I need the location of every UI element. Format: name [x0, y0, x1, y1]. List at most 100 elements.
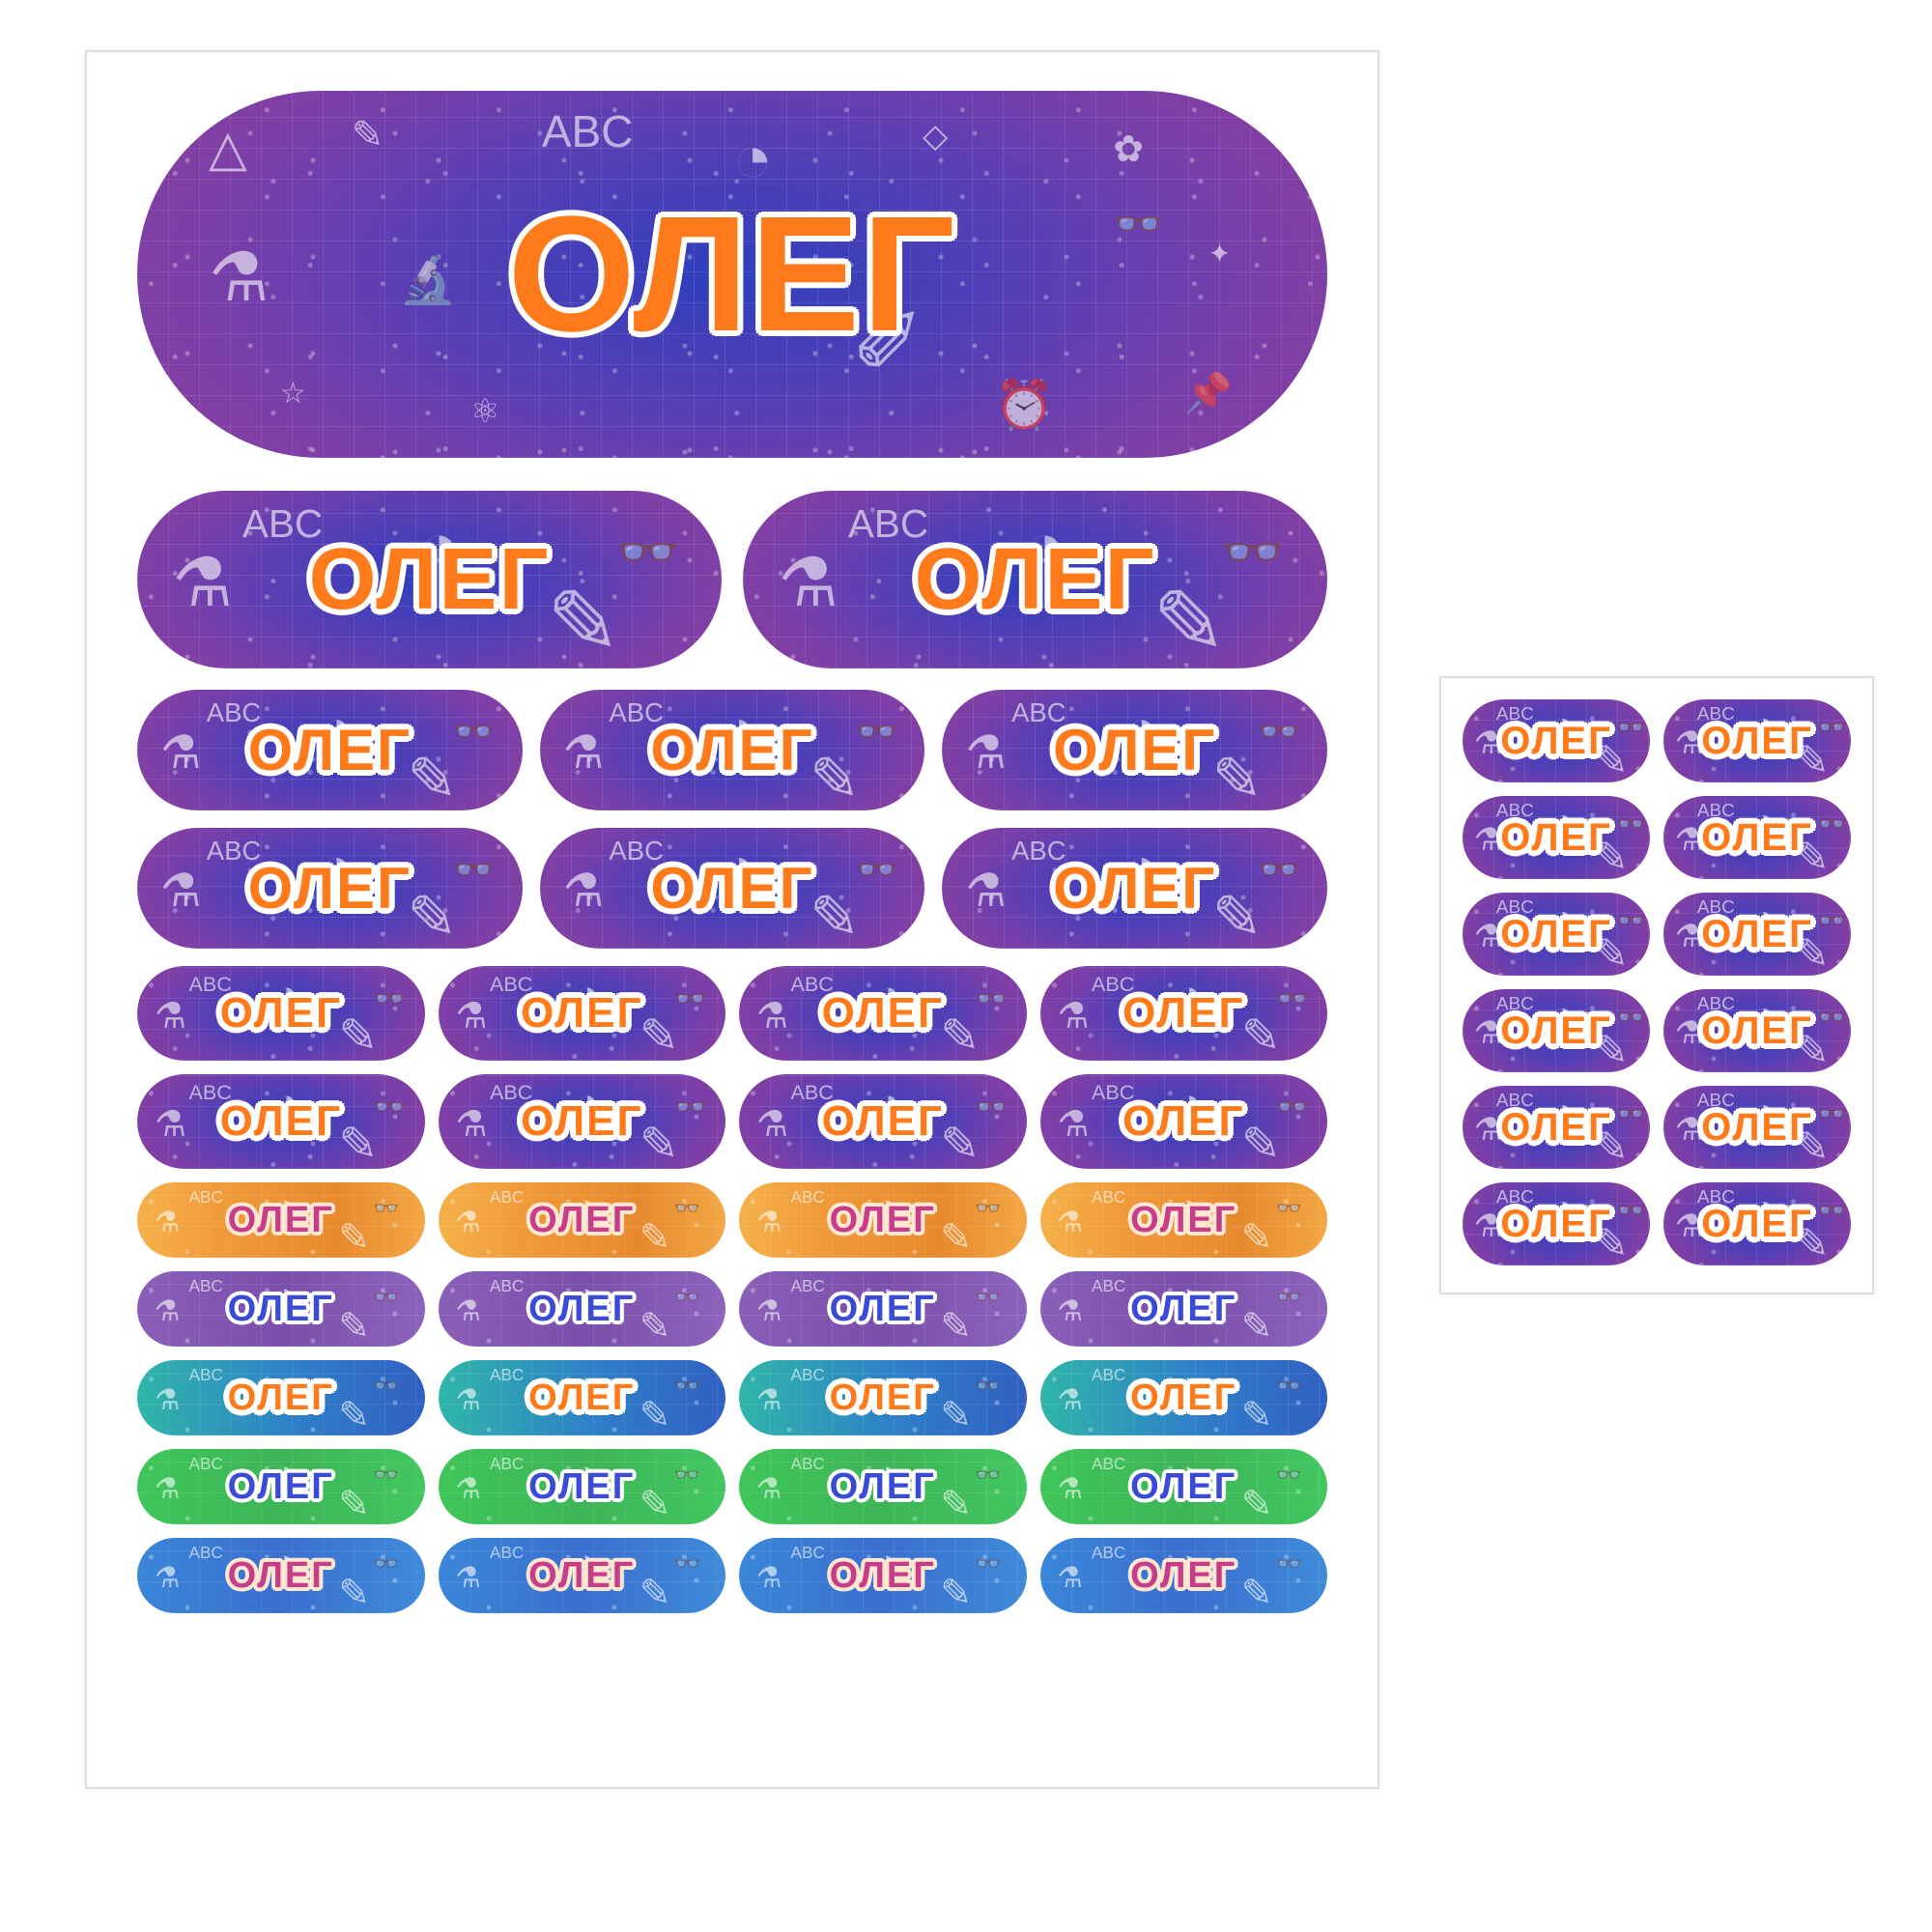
label-text: ОЛЕГ: [650, 855, 813, 922]
label-text: ОЛЕГ: [528, 1466, 635, 1508]
label-text: ОЛЕГ: [528, 1555, 635, 1597]
name-label: ABC◔⚗✎👓ОЛЕГ: [1040, 1538, 1328, 1613]
label-text: ОЛЕГ: [830, 1466, 936, 1508]
name-label: ABC◔⚗✎👓ОЛЕГ: [739, 1360, 1027, 1435]
name-label: ABC◔⚗✎👓ОЛЕГ: [439, 966, 726, 1061]
main-sticker-sheet: △✎ABC◔◇✿⚗🔬✦☆⚛⏰📌👓✐ОЛЕГABC◔⚗✎👓ОЛЕГABC◔⚗✎👓О…: [85, 50, 1379, 1789]
label-text: ОЛЕГ: [915, 530, 1156, 630]
label-row: ABC◔⚗✎👓ОЛЕГABC◔⚗✎👓ОЛЕГ: [137, 491, 1327, 668]
name-label: ABC◔⚗✎👓ОЛЕГ: [137, 1449, 425, 1524]
name-label: ABC◔⚗✎👓ОЛЕГ: [1463, 699, 1650, 782]
label-text: ОЛЕГ: [830, 1200, 936, 1241]
name-label: ABC◔⚗✎👓ОЛЕГ: [137, 491, 722, 668]
label-text: ОЛЕГ: [822, 989, 944, 1037]
name-label: ABC◔⚗✎👓ОЛЕГ: [439, 1538, 726, 1613]
label-text: ОЛЕГ: [528, 1378, 635, 1419]
label-text: ОЛЕГ: [1053, 717, 1216, 783]
label-text: ОЛЕГ: [830, 1289, 936, 1330]
label-row: ABC◔⚗✎👓ОЛЕГABC◔⚗✎👓ОЛЕГABC◔⚗✎👓ОЛЕГABC◔⚗✎👓…: [137, 1360, 1327, 1435]
name-label: ABC◔⚗✎👓ОЛЕГ: [137, 1182, 425, 1258]
label-row: ABC◔⚗✎👓ОЛЕГABC◔⚗✎👓ОЛЕГ: [1463, 893, 1851, 976]
name-label: ABC◔⚗✎👓ОЛЕГ: [739, 1449, 1027, 1524]
name-label: ABC◔⚗✎👓ОЛЕГ: [137, 966, 425, 1061]
name-label: ABC◔⚗✎👓ОЛЕГ: [1463, 1182, 1650, 1265]
label-text: ОЛЕГ: [228, 1200, 334, 1241]
label-text: ОЛЕГ: [1122, 1097, 1244, 1146]
name-label: ABC◔⚗✎👓ОЛЕГ: [739, 1074, 1027, 1169]
label-text: ОЛЕГ: [248, 717, 412, 783]
label-row: ABC◔⚗✎👓ОЛЕГABC◔⚗✎👓ОЛЕГ: [1463, 796, 1851, 879]
name-label: ABC◔⚗✎👓ОЛЕГ: [137, 1074, 425, 1169]
label-text: ОЛЕГ: [1500, 720, 1612, 763]
name-label: ABC◔⚗✎👓ОЛЕГ: [137, 1360, 425, 1435]
name-label: ABC◔⚗✎👓ОЛЕГ: [1463, 1086, 1650, 1169]
name-label: ABC◔⚗✎👓ОЛЕГ: [540, 690, 925, 810]
label-text: ОЛЕГ: [1500, 816, 1612, 860]
name-label: ABC◔⚗✎👓ОЛЕГ: [1040, 1074, 1328, 1169]
name-label: ABC◔⚗✎👓ОЛЕГ: [540, 828, 925, 949]
label-text: ОЛЕГ: [830, 1378, 936, 1419]
name-label: △✎ABC◔◇✿⚗🔬✦☆⚛⏰📌👓✐ОЛЕГ: [137, 91, 1327, 458]
label-text: ОЛЕГ: [507, 180, 956, 369]
label-row: ABC◔⚗✎👓ОЛЕГABC◔⚗✎👓ОЛЕГ: [1463, 1086, 1851, 1169]
label-text: ОЛЕГ: [1130, 1555, 1236, 1597]
label-text: ОЛЕГ: [1701, 1009, 1813, 1053]
name-label: ABC◔⚗✎👓ОЛЕГ: [1463, 989, 1650, 1072]
label-text: ОЛЕГ: [1701, 913, 1813, 956]
name-label: ABC◔⚗✎👓ОЛЕГ: [743, 491, 1327, 668]
label-text: ОЛЕГ: [1122, 989, 1244, 1037]
label-text: ОЛЕГ: [1500, 913, 1612, 956]
name-label: ABC◔⚗✎👓ОЛЕГ: [1663, 893, 1851, 976]
label-text: ОЛЕГ: [830, 1555, 936, 1597]
label-row: ABC◔⚗✎👓ОЛЕГABC◔⚗✎👓ОЛЕГ: [1463, 699, 1851, 782]
label-row: ABC◔⚗✎👓ОЛЕГABC◔⚗✎👓ОЛЕГABC◔⚗✎👓ОЛЕГABC◔⚗✎👓…: [137, 1271, 1327, 1347]
label-text: ОЛЕГ: [1130, 1466, 1236, 1508]
label-text: ОЛЕГ: [528, 1200, 635, 1241]
label-text: ОЛЕГ: [1701, 720, 1813, 763]
name-label: ABC◔⚗✎👓ОЛЕГ: [1040, 1271, 1328, 1347]
label-row: ABC◔⚗✎👓ОЛЕГABC◔⚗✎👓ОЛЕГ: [1463, 1182, 1851, 1265]
name-label: ABC◔⚗✎👓ОЛЕГ: [137, 828, 523, 949]
label-text: ОЛЕГ: [1130, 1378, 1236, 1419]
label-text: ОЛЕГ: [1500, 1203, 1612, 1246]
label-text: ОЛЕГ: [309, 530, 551, 630]
name-label: ABC◔⚗✎👓ОЛЕГ: [1040, 966, 1328, 1061]
label-row: ABC◔⚗✎👓ОЛЕГABC◔⚗✎👓ОЛЕГABC◔⚗✎👓ОЛЕГ: [137, 828, 1327, 949]
label-row: △✎ABC◔◇✿⚗🔬✦☆⚛⏰📌👓✐ОЛЕГ: [137, 91, 1327, 458]
label-row: ABC◔⚗✎👓ОЛЕГABC◔⚗✎👓ОЛЕГABC◔⚗✎👓ОЛЕГ: [137, 690, 1327, 810]
label-text: ОЛЕГ: [228, 1289, 334, 1330]
name-label: ABC◔⚗✎👓ОЛЕГ: [1463, 893, 1650, 976]
label-text: ОЛЕГ: [1701, 1203, 1813, 1246]
name-label: ABC◔⚗✎👓ОЛЕГ: [137, 1538, 425, 1613]
name-label: ABC◔⚗✎👓ОЛЕГ: [439, 1074, 726, 1169]
label-text: ОЛЕГ: [1130, 1200, 1236, 1241]
name-label: ABC◔⚗✎👓ОЛЕГ: [1463, 796, 1650, 879]
name-label: ABC◔⚗✎👓ОЛЕГ: [439, 1271, 726, 1347]
label-row: ABC◔⚗✎👓ОЛЕГABC◔⚗✎👓ОЛЕГABC◔⚗✎👓ОЛЕГABC◔⚗✎👓…: [137, 966, 1327, 1061]
label-text: ОЛЕГ: [1701, 816, 1813, 860]
label-text: ОЛЕГ: [650, 717, 813, 783]
label-row: ABC◔⚗✎👓ОЛЕГABC◔⚗✎👓ОЛЕГABC◔⚗✎👓ОЛЕГABC◔⚗✎👓…: [137, 1182, 1327, 1258]
label-text: ОЛЕГ: [220, 1097, 342, 1146]
name-label: ABC◔⚗✎👓ОЛЕГ: [739, 1271, 1027, 1347]
name-label: ABC◔⚗✎👓ОЛЕГ: [1663, 796, 1851, 879]
name-label: ABC◔⚗✎👓ОЛЕГ: [739, 1182, 1027, 1258]
name-label: ABC◔⚗✎👓ОЛЕГ: [439, 1360, 726, 1435]
name-label: ABC◔⚗✎👓ОЛЕГ: [739, 1538, 1027, 1613]
name-label: ABC◔⚗✎👓ОЛЕГ: [942, 828, 1327, 949]
name-label: ABC◔⚗✎👓ОЛЕГ: [439, 1449, 726, 1524]
label-row: ABC◔⚗✎👓ОЛЕГABC◔⚗✎👓ОЛЕГABC◔⚗✎👓ОЛЕГABC◔⚗✎👓…: [137, 1538, 1327, 1613]
label-text: ОЛЕГ: [228, 1466, 334, 1508]
label-text: ОЛЕГ: [1500, 1106, 1612, 1150]
label-text: ОЛЕГ: [521, 1097, 642, 1146]
name-label: ABC◔⚗✎👓ОЛЕГ: [1663, 699, 1851, 782]
name-label: ABC◔⚗✎👓ОЛЕГ: [1663, 1086, 1851, 1169]
label-row: ABC◔⚗✎👓ОЛЕГABC◔⚗✎👓ОЛЕГABC◔⚗✎👓ОЛЕГABC◔⚗✎👓…: [137, 1074, 1327, 1169]
label-text: ОЛЕГ: [1701, 1106, 1813, 1150]
name-label: ABC◔⚗✎👓ОЛЕГ: [942, 690, 1327, 810]
name-label: ABC◔⚗✎👓ОЛЕГ: [1040, 1449, 1328, 1524]
name-label: ABC◔⚗✎👓ОЛЕГ: [439, 1182, 726, 1258]
label-row: ABC◔⚗✎👓ОЛЕГABC◔⚗✎👓ОЛЕГABC◔⚗✎👓ОЛЕГABC◔⚗✎👓…: [137, 1449, 1327, 1524]
label-text: ОЛЕГ: [228, 1378, 334, 1419]
label-text: ОЛЕГ: [248, 855, 412, 922]
